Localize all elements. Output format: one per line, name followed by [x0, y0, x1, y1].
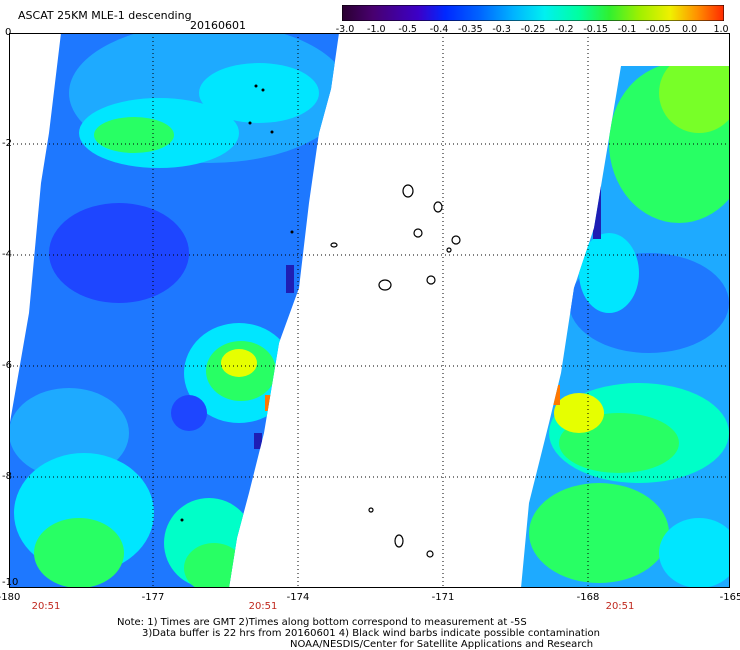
region-yellow: [221, 349, 257, 377]
x-tick-label: -177: [141, 592, 165, 603]
y-tick-label: -4: [2, 249, 12, 260]
region-yellow: [554, 393, 604, 433]
region-green: [94, 117, 174, 153]
colorbar-label: 0.0: [682, 24, 698, 35]
contamination-mark: [254, 84, 258, 88]
x-tick-label: -165: [719, 592, 740, 603]
island-outline: [330, 242, 338, 248]
date-label: 20160601: [190, 19, 246, 32]
product-title: ASCAT 25KM MLE-1 descending: [18, 9, 192, 22]
colorbar-label: -0.35: [458, 24, 483, 35]
y-tick-label: -10: [2, 577, 19, 588]
region-green: [34, 518, 124, 588]
colorbar-label: -0.4: [429, 24, 449, 35]
x-tick-label: -171: [431, 592, 455, 603]
contamination-mark: [180, 518, 184, 522]
time-label-2: 20:51: [248, 601, 278, 612]
contamination-mark: [261, 88, 265, 92]
y-tick-label: -2: [2, 138, 12, 149]
time-label-1: 20:51: [31, 601, 61, 612]
pixel-navy: [593, 183, 601, 239]
colorbar-label: -0.2: [555, 24, 574, 35]
time-label-3: 20:51: [605, 601, 635, 612]
island-outline: [368, 507, 374, 513]
left-swath: [9, 33, 339, 588]
swath-map: [9, 33, 730, 588]
map-frame: [9, 33, 730, 588]
colorbar-label: -0.1: [617, 24, 637, 35]
colorbar-label: -0.15: [583, 24, 608, 35]
island-outline: [378, 279, 392, 291]
region-lime: [659, 66, 730, 133]
island-outline: [426, 550, 434, 558]
colorbar-label: -0.05: [646, 24, 671, 35]
pixel-navy: [254, 433, 262, 449]
region-cyan: [579, 233, 639, 313]
region-deep-blue: [49, 203, 189, 303]
colorbar-label: -0.5: [398, 24, 417, 35]
colorbar-gradient: [342, 5, 724, 21]
contamination-mark: [248, 121, 252, 125]
contamination-mark: [290, 230, 294, 234]
x-tick-label: -168: [576, 592, 600, 603]
right-swath: [521, 66, 730, 588]
island-outline: [426, 275, 436, 285]
colorbar-label: 1.0: [713, 24, 729, 35]
region-green: [184, 543, 244, 588]
island-outline: [394, 534, 404, 548]
map-panel: [9, 33, 730, 588]
x-tick-label: -174: [286, 592, 310, 603]
pixel-orange: [265, 395, 273, 411]
note-line-1: Note: 1) Times are GMT 2)Times along bot…: [117, 617, 527, 628]
region-cyan: [659, 518, 730, 588]
colorbar-label: -3.0: [335, 24, 355, 35]
island-outline: [446, 247, 452, 253]
contamination-mark: [270, 130, 274, 134]
y-tick-label: 0: [5, 27, 12, 38]
region-green: [529, 483, 669, 583]
colorbar: [342, 5, 724, 21]
pixel-orange: [552, 385, 560, 405]
region-cyan: [199, 63, 319, 123]
x-tick-label: -180: [0, 592, 21, 603]
region-deep-blue: [171, 395, 207, 431]
y-tick-label: -6: [2, 360, 12, 371]
colorbar-label: -1.0: [367, 24, 386, 35]
colorbar-label: -0.25: [520, 24, 546, 35]
island-outline: [433, 201, 443, 213]
island-outline: [451, 235, 461, 245]
note-line-2: 3)Data buffer is 22 hrs from 20160601 4)…: [142, 628, 600, 639]
y-tick-label: -8: [2, 471, 12, 482]
island-outline: [402, 184, 414, 198]
pixel-navy: [286, 265, 294, 293]
island-outline: [413, 228, 423, 238]
note-line-3: NOAA/NESDIS/Center for Satellite Applica…: [290, 639, 594, 650]
colorbar-label: -0.3: [492, 24, 511, 35]
